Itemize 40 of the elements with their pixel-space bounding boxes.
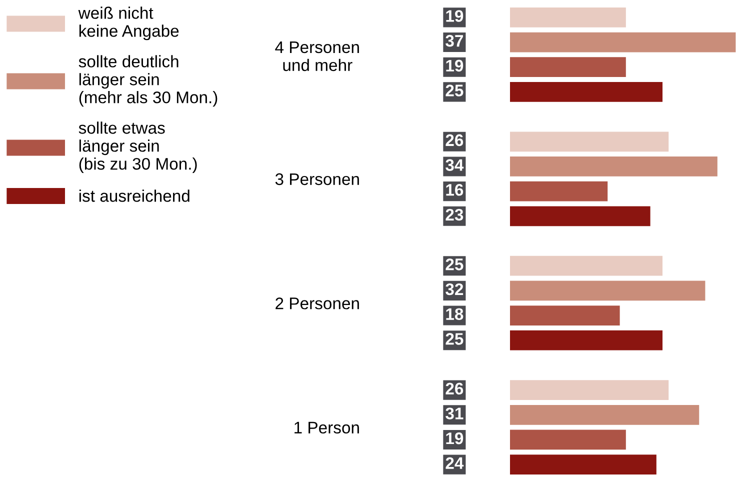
- data-label: 37: [446, 34, 463, 47]
- bar: [510, 454, 656, 475]
- bar: [510, 256, 663, 276]
- data-label: 32: [446, 283, 464, 296]
- data-label: 24: [446, 457, 464, 469]
- data-label: 19: [446, 432, 464, 444]
- bar: [510, 7, 626, 28]
- bar: [510, 156, 718, 176]
- bar: [510, 280, 706, 301]
- data-label: 25: [446, 333, 464, 345]
- bar: [510, 82, 663, 102]
- data-label: 18: [446, 308, 464, 320]
- bar: [510, 206, 650, 226]
- data-label: 26: [446, 382, 464, 395]
- legend-label: sollte deutlich länger sein (mehr als 30 Mon.): [78, 55, 218, 107]
- data-label: 34: [446, 159, 464, 171]
- bar: [510, 181, 608, 202]
- data-label: 25: [446, 258, 464, 270]
- legend-label: ist ausreichend: [79, 190, 190, 202]
- y-tick-label: 2 Personen: [276, 298, 359, 310]
- data-label: 26: [446, 134, 464, 146]
- legend-label: sollte etwas länger sein (bis zu 30 Mon.): [78, 122, 197, 174]
- data-label: 19: [446, 60, 464, 72]
- data-label: 31: [446, 408, 464, 420]
- y-tick-label: 1 Person: [294, 422, 359, 434]
- bar: [510, 430, 626, 450]
- legend-label: weiß nicht keine Angabe: [78, 6, 179, 40]
- y-tick-label: 3 Personen: [275, 173, 359, 186]
- data-label: 25: [446, 84, 464, 96]
- bar: [510, 132, 669, 152]
- bar: [510, 380, 669, 400]
- bar: [510, 330, 663, 350]
- bar: [510, 306, 620, 326]
- data-label: 16: [446, 184, 464, 196]
- data-label: 23: [446, 208, 464, 221]
- bar: [510, 57, 626, 78]
- data-label: 19: [446, 10, 464, 22]
- bar: [510, 32, 736, 52]
- y-tick-label: 4 Personen und mehr: [275, 41, 359, 72]
- bar: [510, 404, 700, 425]
